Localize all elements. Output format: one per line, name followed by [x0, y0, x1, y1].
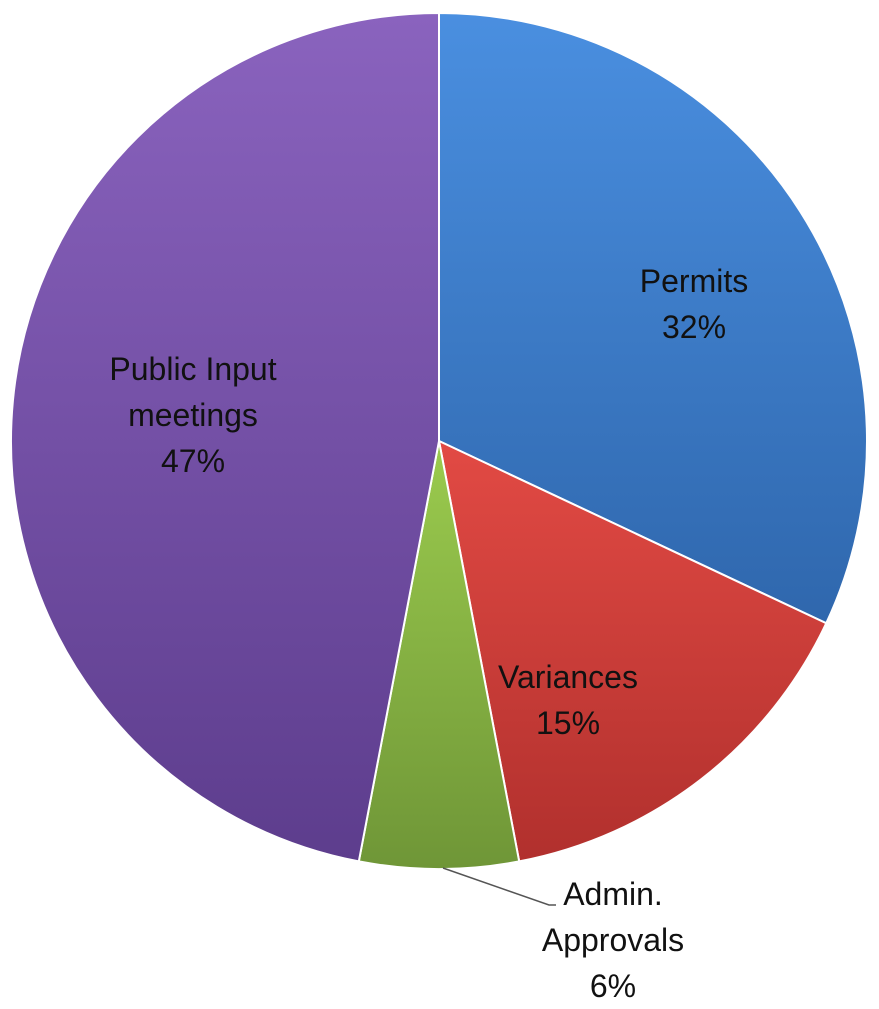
pie-label-line: Variances: [498, 659, 638, 695]
pie-label-line: 15%: [536, 705, 600, 741]
pie-label-variances: Variances 15%: [498, 659, 638, 741]
pie-label-line: Public Input: [109, 351, 276, 387]
pie-slice-admin-approvals: [357, 440, 521, 870]
pie-slice-permits: [438, 11, 868, 625]
pie-label-line: Approvals: [542, 922, 684, 958]
pie-label-line: Admin.: [563, 876, 663, 912]
labels-layer: Permits 32% Variances 15% Admin. Approvals 6% P…: [109, 263, 748, 1004]
pie-label-line: 47%: [161, 443, 225, 479]
pie-slice-public-input-meetings: [10, 11, 440, 863]
slices-layer: [10, 11, 868, 870]
pie-label-line: 32%: [662, 309, 726, 345]
pie-label-line: meetings: [128, 397, 258, 433]
leader-line-admin-approvals: [442, 867, 556, 906]
pie-slice-variances: [437, 439, 828, 863]
leader-lines: [442, 867, 556, 906]
pie-label-line: 6%: [590, 968, 636, 1004]
pie-label-admin-approvals: Admin. Approvals 6%: [542, 876, 684, 1004]
pie-label-permits: Permits 32%: [640, 263, 748, 345]
pie-label-line: Permits: [640, 263, 748, 299]
pie-label-public-input-meetings: Public Input meetings 47%: [109, 351, 276, 479]
